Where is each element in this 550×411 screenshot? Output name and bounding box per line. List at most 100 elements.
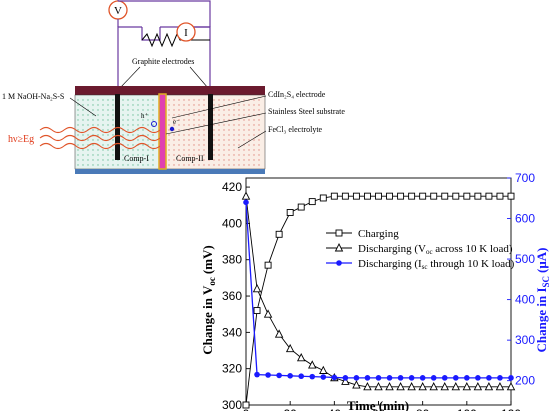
dot: [213, 164, 215, 166]
dot: [238, 154, 240, 156]
data-point: [265, 372, 271, 378]
data-point: [496, 192, 504, 200]
dot: [152, 99, 154, 101]
data-point: [254, 371, 260, 378]
dot: [152, 144, 154, 146]
dot: [228, 149, 230, 151]
data-point: [475, 375, 481, 381]
y2-tick-label: 700: [515, 171, 535, 185]
dot: [183, 164, 185, 166]
dot: [198, 99, 200, 101]
dot: [168, 99, 170, 101]
dot: [243, 99, 245, 101]
dot: [137, 104, 139, 106]
dot: [218, 104, 220, 106]
dot: [183, 139, 185, 141]
dot: [142, 104, 144, 106]
data-point: [264, 261, 272, 269]
dot: [178, 104, 180, 106]
dot: [223, 114, 225, 116]
legend-label-voc-b: across 10 K load): [433, 243, 513, 255]
dot: [142, 109, 144, 111]
dot: [248, 129, 250, 131]
dot: [87, 124, 89, 126]
dot: [173, 119, 175, 121]
x-tick-label: 20: [283, 407, 297, 411]
dot: [228, 134, 230, 136]
dot: [122, 149, 124, 151]
dot: [127, 164, 129, 166]
dot: [97, 129, 99, 131]
dot: [253, 129, 255, 131]
dot: [147, 109, 149, 111]
dot: [203, 149, 205, 151]
legend-label-charging: Charging: [358, 228, 399, 240]
data-point: [408, 375, 415, 381]
dot: [82, 129, 84, 131]
dot: [168, 114, 170, 116]
dot: [203, 134, 205, 136]
dot: [173, 134, 175, 136]
dot: [127, 99, 129, 101]
dot: [168, 159, 170, 161]
data-point: [440, 382, 449, 391]
dot: [97, 159, 99, 161]
data-point: [341, 192, 349, 200]
data-point: [419, 375, 426, 381]
dot: [228, 164, 230, 166]
dot: [248, 119, 250, 121]
data-point: [473, 382, 483, 391]
ammeter: I: [176, 22, 196, 42]
dot: [77, 149, 79, 151]
dot: [168, 124, 170, 126]
dot: [137, 119, 139, 121]
dot: [193, 144, 195, 146]
legend-label-isc-a: Discharging (I: [358, 258, 422, 270]
data-point: [485, 192, 493, 200]
dot: [203, 124, 205, 126]
dot: [238, 139, 240, 141]
dot: [218, 99, 220, 101]
dot: [82, 159, 84, 161]
data-point: [396, 382, 405, 391]
data-point: [374, 382, 383, 391]
dot: [142, 144, 144, 146]
dot: [92, 149, 94, 151]
data-point: [385, 382, 394, 391]
dot: [243, 129, 245, 131]
cell-schematic: V I Graphite electrodes hν≥Eg: [2, 0, 345, 174]
data-point: [309, 373, 316, 380]
dot: [178, 149, 180, 151]
dot: [253, 109, 255, 111]
data-point: [375, 192, 382, 200]
cdin-label: CdIn₂S₄ electrode: [268, 90, 326, 99]
comp2-label: Comp-II: [176, 154, 204, 163]
dot: [223, 149, 225, 151]
dot: [228, 124, 230, 126]
dot: [87, 139, 89, 141]
dot: [228, 129, 230, 131]
legend: Charging Discharging (Voc across 10 K lo…: [326, 228, 515, 271]
legend-item-isc: Discharging (Isc through 10 K load): [326, 258, 515, 271]
svg-text:Discharging (Isc through 10 K: Discharging (Isc through 10 K load): [358, 258, 515, 271]
dot: [152, 164, 154, 166]
dot: [82, 124, 84, 126]
dot: [107, 129, 109, 131]
dot: [213, 114, 215, 116]
dot: [122, 104, 124, 106]
y-tick-label: 340: [222, 325, 242, 339]
dot: [178, 159, 180, 161]
dot: [147, 99, 149, 101]
dot: [112, 149, 114, 151]
dot: [228, 144, 230, 146]
dot: [97, 104, 99, 106]
dot: [203, 154, 205, 156]
dot: [82, 134, 84, 136]
data-point: [375, 375, 382, 381]
compartment-2: [165, 94, 266, 170]
dot: [152, 104, 154, 106]
data-point: [452, 192, 460, 200]
naoh-label: 1 M NaOH-Na₂S-S: [2, 92, 64, 101]
dot: [193, 114, 195, 116]
dot: [147, 149, 149, 151]
